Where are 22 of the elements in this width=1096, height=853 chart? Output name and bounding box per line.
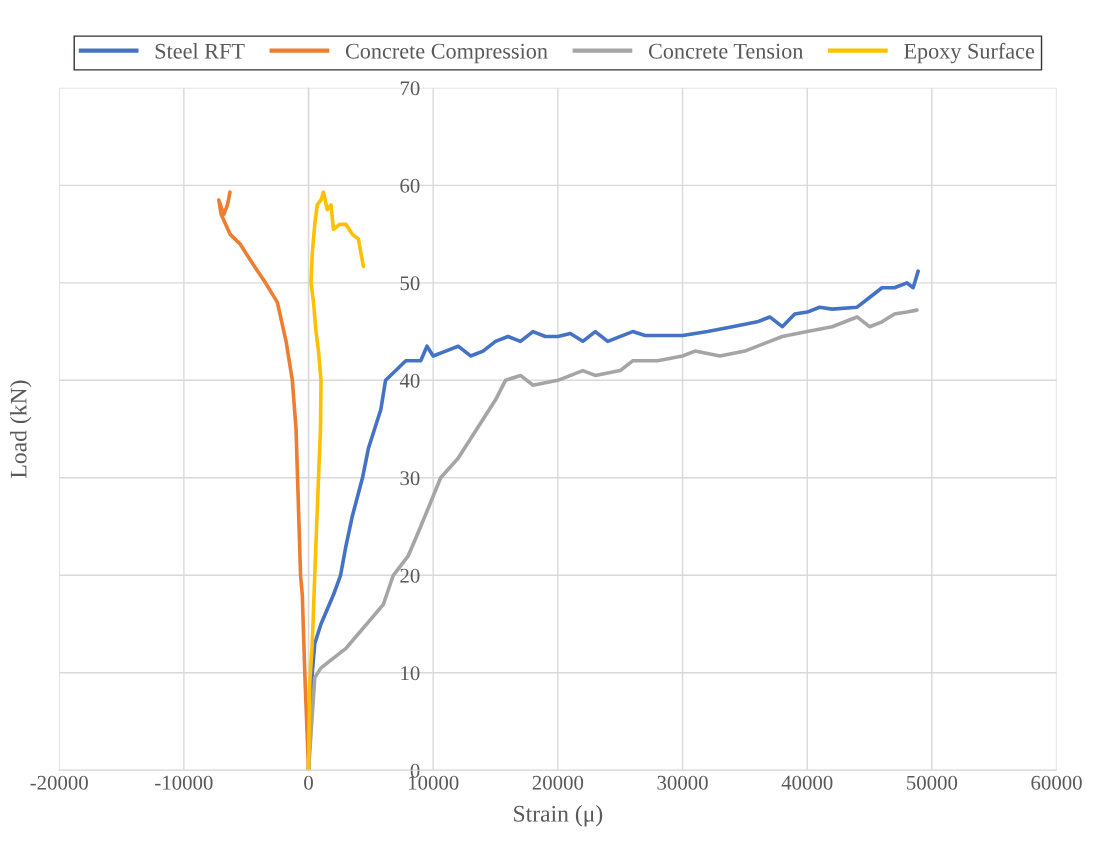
x-tick-label: 40000	[781, 775, 833, 790]
y-tick-label: 70	[400, 81, 420, 96]
legend-label: Concrete Tension	[648, 43, 804, 59]
x-tick-label: -10000	[155, 775, 213, 790]
y-axis-title: Load (kN)	[9, 380, 32, 478]
x-tick-label: 20000	[532, 775, 584, 790]
y-tick-label: 20	[400, 568, 420, 583]
y-tick-label: 60	[400, 178, 420, 193]
y-tick-label: 50	[400, 276, 420, 291]
y-tick-label: 10	[401, 666, 420, 681]
legend-label: Steel RFT	[155, 43, 245, 59]
x-axis-title: Strain (μ)	[514, 805, 603, 827]
legend-label: Concrete Compression	[345, 43, 548, 64]
line-series	[306, 190, 366, 771]
x-tick-label: -20000	[30, 775, 88, 790]
x-tick-label: 60000	[1031, 775, 1082, 790]
y-tick-label: 40	[399, 373, 420, 388]
legend-label: Epoxy Surface	[904, 42, 1035, 64]
y-tick-label: 30	[400, 471, 420, 486]
x-tick-label: 0	[304, 775, 313, 790]
x-tick-label: 30000	[657, 775, 708, 790]
x-tick-label: 50000	[907, 775, 958, 790]
